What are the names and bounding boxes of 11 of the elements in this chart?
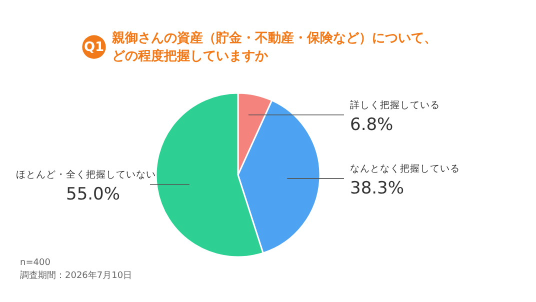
data-label: 6.8%: [350, 114, 394, 135]
text: 調査期間：2026年7月10日: [20, 270, 132, 281]
slice-label: なんとなく把握している: [350, 162, 460, 175]
text: どの程度把握していますか: [112, 49, 268, 64]
slice-label: ほとんど・全く把握していない: [16, 168, 156, 181]
data-label: 38.3%: [350, 178, 404, 199]
text: n=400: [20, 258, 51, 268]
data-label: 55.0%: [66, 184, 120, 205]
text: 親御さんの資産（貯金・不動産・保険など）について、: [112, 31, 437, 46]
slice-label: 詳しく把握している: [350, 98, 440, 111]
text: Q1: [84, 40, 104, 55]
